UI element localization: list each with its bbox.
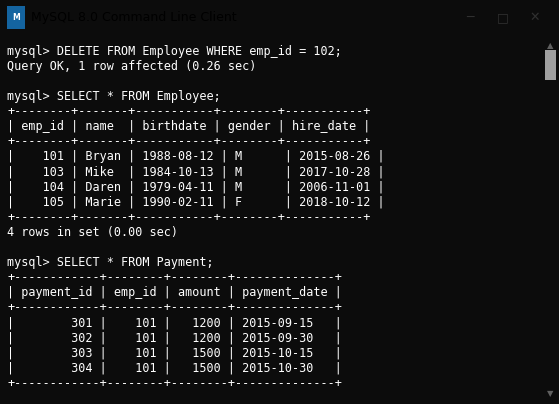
Text: |    105 | Marie | 1990-02-11 | F      | 2018-10-12 |: | 105 | Marie | 1990-02-11 | F | 2018-10… bbox=[7, 196, 385, 209]
Text: |        302 |    101 |   1200 | 2015-09-30   |: | 302 | 101 | 1200 | 2015-09-30 | bbox=[7, 332, 342, 345]
Text: |        301 |    101 |   1200 | 2015-09-15   |: | 301 | 101 | 1200 | 2015-09-15 | bbox=[7, 316, 342, 329]
Text: +--------+-------+-----------+--------+-----------+: +--------+-------+-----------+--------+-… bbox=[7, 135, 371, 148]
Text: mysql> SELECT * FROM Payment;: mysql> SELECT * FROM Payment; bbox=[7, 256, 214, 269]
Bar bbox=[544, 50, 557, 80]
Text: +--------+-------+-----------+--------+-----------+: +--------+-------+-----------+--------+-… bbox=[7, 211, 371, 224]
Text: +------------+--------+--------+--------------+: +------------+--------+--------+--------… bbox=[7, 271, 342, 284]
Text: ▼: ▼ bbox=[547, 389, 554, 398]
Text: M: M bbox=[12, 13, 20, 22]
Text: |    103 | Mike  | 1984-10-13 | M      | 2017-10-28 |: | 103 | Mike | 1984-10-13 | M | 2017-10-… bbox=[7, 166, 385, 179]
Text: |    104 | Daren | 1979-04-11 | M      | 2006-11-01 |: | 104 | Daren | 1979-04-11 | M | 2006-11… bbox=[7, 181, 385, 194]
Text: |    101 | Bryan | 1988-08-12 | M      | 2015-08-26 |: | 101 | Bryan | 1988-08-12 | M | 2015-08… bbox=[7, 150, 385, 164]
Text: mysql> SELECT * FROM Employee;: mysql> SELECT * FROM Employee; bbox=[7, 90, 221, 103]
Text: 4 rows in set (0.00 sec): 4 rows in set (0.00 sec) bbox=[7, 226, 178, 239]
Text: | payment_id | emp_id | amount | payment_date |: | payment_id | emp_id | amount | payment… bbox=[7, 286, 342, 299]
Text: | emp_id | name  | birthdate | gender | hire_date |: | emp_id | name | birthdate | gender | h… bbox=[7, 120, 371, 133]
Text: Query OK, 1 row affected (0.26 sec): Query OK, 1 row affected (0.26 sec) bbox=[7, 60, 257, 73]
Text: |        304 |    101 |   1500 | 2015-10-30   |: | 304 | 101 | 1500 | 2015-10-30 | bbox=[7, 362, 342, 375]
Text: +------------+--------+--------+--------------+: +------------+--------+--------+--------… bbox=[7, 377, 342, 390]
Text: ─: ─ bbox=[466, 11, 473, 24]
Text: □: □ bbox=[497, 11, 509, 24]
Text: mysql> DELETE FROM Employee WHERE emp_id = 102;: mysql> DELETE FROM Employee WHERE emp_id… bbox=[7, 45, 342, 58]
Text: +------------+--------+--------+--------------+: +------------+--------+--------+--------… bbox=[7, 301, 342, 314]
Text: +--------+-------+-----------+--------+-----------+: +--------+-------+-----------+--------+-… bbox=[7, 105, 371, 118]
Text: MySQL 8.0 Command Line Client: MySQL 8.0 Command Line Client bbox=[31, 11, 236, 24]
Bar bbox=[7, 6, 25, 29]
Text: ▲: ▲ bbox=[547, 41, 554, 50]
Text: |        303 |    101 |   1500 | 2015-10-15   |: | 303 | 101 | 1500 | 2015-10-15 | bbox=[7, 347, 342, 360]
Text: ✕: ✕ bbox=[530, 11, 540, 24]
